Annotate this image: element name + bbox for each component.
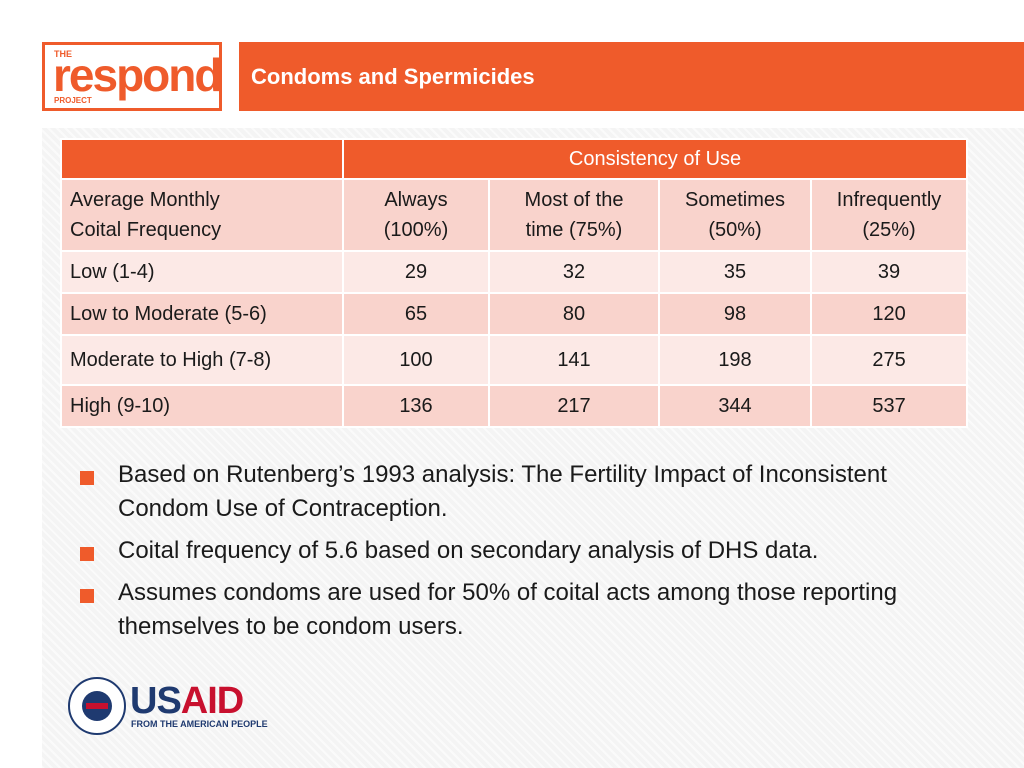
bullet-item: Coital frequency of 5.6 based on seconda…: [80, 534, 980, 568]
usaid-seal-icon: [68, 677, 126, 735]
logo-word: respond: [53, 49, 222, 101]
bullet-item: Assumes condoms are used for 50% of coit…: [80, 576, 980, 644]
respond-project-logo: THE respond PROJECT: [42, 42, 222, 111]
row-label-cell: Moderate to High (7-8): [60, 334, 344, 386]
table-cell: 100: [342, 334, 490, 386]
table-cell: 217: [488, 384, 660, 428]
table-row: Low (1-4) 29 32 35 39: [60, 250, 969, 294]
usaid-wordmark: USAID: [130, 680, 244, 722]
bullet-square-icon: [80, 589, 94, 603]
table-corner-cell: [60, 138, 344, 180]
table-row: Low to Moderate (5-6) 65 80 98 120: [60, 292, 969, 336]
table-group-header-row: Consistency of Use: [60, 138, 969, 180]
column-header-cell: Most of the time (75%): [488, 178, 660, 252]
bullet-square-icon: [80, 547, 94, 561]
table-cell: 80: [488, 292, 660, 336]
table-cell: 344: [658, 384, 812, 428]
usaid-logo: USAID FROM THE AMERICAN PEOPLE: [68, 677, 268, 739]
table-cell: 35: [658, 250, 812, 294]
usaid-tagline: FROM THE AMERICAN PEOPLE: [131, 719, 268, 729]
column-header-cell: Sometimes (50%): [658, 178, 812, 252]
column-header-cell: Infrequently (25%): [809, 178, 969, 252]
table-cell: 136: [342, 384, 490, 428]
data-table: Consistency of Use Average Monthly Coital…: [60, 138, 969, 428]
table-cell: 198: [658, 334, 812, 386]
logo-the: THE: [54, 49, 72, 59]
table-cell: 32: [488, 250, 660, 294]
bullet-list: Based on Rutenberg’s 1993 analysis: The …: [80, 458, 980, 652]
table-cell: 29: [342, 250, 490, 294]
group-header-cell: Consistency of Use: [341, 138, 969, 180]
bullet-item: Based on Rutenberg’s 1993 analysis: The …: [80, 458, 980, 526]
row-label-cell: Low to Moderate (5-6): [60, 292, 344, 336]
column-header-cell: Always (100%): [342, 178, 490, 252]
row-label-cell: Low (1-4): [60, 250, 344, 294]
table-row: Moderate to High (7-8) 100 141 198 275: [60, 334, 969, 386]
table-cell: 120: [809, 292, 969, 336]
table-cell: 537: [809, 384, 969, 428]
table-cell: 65: [342, 292, 490, 336]
table-cell-highlighted: 98: [658, 292, 812, 336]
logo-project: PROJECT: [54, 96, 92, 105]
row-header-cell: Average Monthly Coital Frequency: [60, 178, 344, 252]
row-label-cell: High (9-10): [60, 384, 344, 428]
slide-title: Condoms and Spermicides: [251, 64, 535, 89]
table-cell: 275: [809, 334, 969, 386]
table-cell: 39: [809, 250, 969, 294]
table-row: High (9-10) 136 217 344 537: [60, 384, 969, 428]
bullet-square-icon: [80, 471, 94, 485]
title-bar: Condoms and Spermicides: [239, 42, 1024, 111]
table-cell: 141: [488, 334, 660, 386]
table-column-header-row: Average Monthly Coital Frequency Always (1…: [60, 178, 969, 252]
